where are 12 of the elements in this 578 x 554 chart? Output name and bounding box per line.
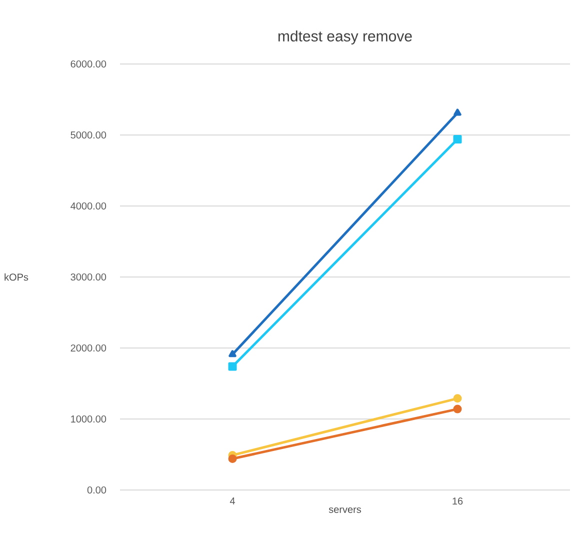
x-axis-title: servers <box>328 507 362 513</box>
y-axis-title: kOPs <box>4 273 28 281</box>
y-tick-label: 4000.00 <box>70 202 106 210</box>
x-tick-label: 4 <box>230 498 235 504</box>
y-tick-label: 2000.00 <box>70 344 106 352</box>
y-tick-label: 6000.00 <box>70 60 106 68</box>
y-tick-label: 1000.00 <box>71 415 106 423</box>
y-tick-label: 3000.00 <box>70 273 106 281</box>
y-tick-label: 0.00 <box>87 486 106 494</box>
y-tick-label: 5000.00 <box>70 131 106 139</box>
chart-title: mdtest easy remove <box>278 30 412 44</box>
x-tick-label: 16 <box>452 498 463 505</box>
